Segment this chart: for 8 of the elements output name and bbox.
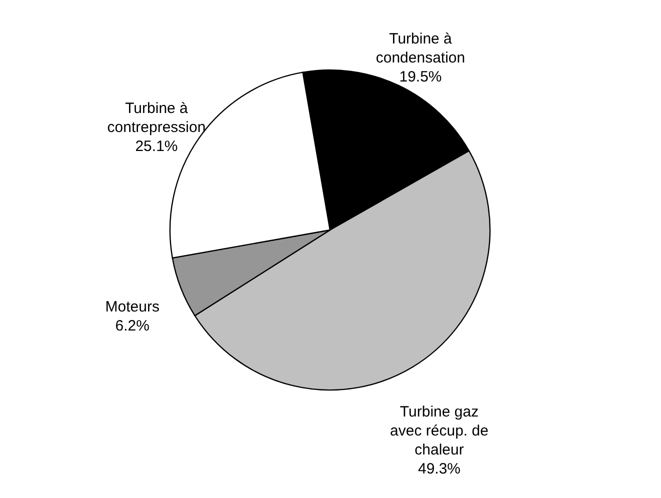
- data-label: 6.2%: [115, 318, 150, 335]
- data-label: 25.1%: [135, 138, 178, 156]
- slice-label: Turbine à condensation: [376, 30, 466, 66]
- data-label: 49.3%: [418, 460, 461, 478]
- slice-label: Moteurs: [105, 298, 160, 316]
- slice-label: Turbine gaz avec récup. de chaleur: [390, 404, 488, 459]
- slice-label: Turbine à contrepression: [107, 100, 206, 136]
- data-label: 19.5%: [399, 68, 442, 86]
